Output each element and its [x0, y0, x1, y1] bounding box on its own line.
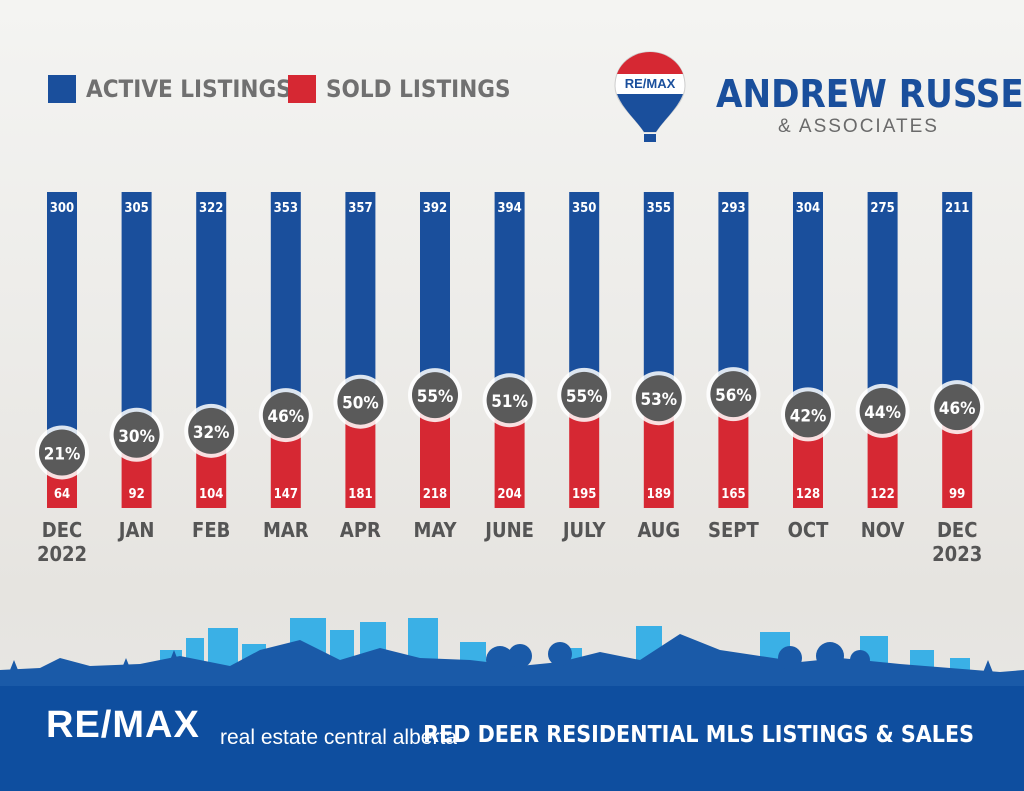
- ratio-label: 55%: [417, 387, 454, 407]
- active-value-label: 350: [572, 201, 596, 216]
- ratio-badge: [486, 377, 533, 424]
- active-bar-nov: [867, 192, 898, 411]
- balloon-text: RE/MAX: [625, 76, 676, 91]
- month-label: DEC: [937, 518, 977, 542]
- year-label: 2023: [932, 542, 982, 566]
- month-label: AUG: [637, 518, 680, 542]
- active-value-label: 394: [497, 201, 521, 216]
- ratio-badge: [337, 378, 384, 425]
- sold-value-label: 104: [199, 487, 223, 502]
- legend-sold-label: SOLD LISTINGS: [326, 75, 511, 103]
- ratio-label: 30%: [118, 427, 155, 447]
- active-value-label: 392: [423, 201, 447, 216]
- active-value-label: 211: [945, 201, 969, 216]
- legend-sold-swatch: [288, 75, 316, 103]
- brand-title: ANDREW RUSSELL: [716, 72, 1024, 116]
- month-label: OCT: [788, 518, 829, 542]
- ratio-badge: [262, 392, 309, 439]
- active-bar-jan: [121, 192, 152, 435]
- active-bar-may: [420, 192, 450, 396]
- active-value-label: 322: [199, 201, 223, 216]
- city-skyline: [0, 618, 1024, 688]
- active-bar-july: [569, 192, 600, 395]
- footer-band: RE/MAX real estate central alberta RED D…: [0, 686, 1024, 791]
- legend-active-swatch: [48, 75, 76, 103]
- ratio-badge: [710, 371, 757, 418]
- ratio-label: 42%: [790, 406, 827, 426]
- active-bar-oct: [793, 192, 823, 415]
- month-label: NOV: [861, 518, 905, 542]
- active-bar-feb: [196, 192, 227, 431]
- month-label: JULY: [562, 518, 607, 542]
- legend-active: ACTIVE LISTINGS: [48, 74, 292, 104]
- active-value-label: 293: [721, 201, 745, 216]
- sold-value-label: 218: [423, 487, 447, 502]
- ratio-badge: [39, 429, 85, 476]
- ratio-label: 55%: [566, 387, 603, 407]
- active-value-label: 355: [647, 201, 671, 216]
- sold-value-label: 204: [497, 487, 521, 502]
- legend-sold: SOLD LISTINGS: [288, 74, 511, 104]
- remax-balloon-logo: RE/MAX: [614, 51, 686, 142]
- ratio-badge: [859, 387, 906, 434]
- month-label: JAN: [118, 518, 155, 542]
- ratio-badge: [934, 384, 981, 431]
- sold-value-label: 99: [949, 487, 965, 502]
- sold-value-label: 195: [572, 487, 596, 502]
- active-bar-mar: [270, 192, 301, 416]
- ratio-label: 44%: [864, 403, 901, 423]
- active-bar-dec-2023: [942, 192, 973, 408]
- active-value-label: 353: [274, 201, 298, 216]
- month-label: MAY: [414, 518, 458, 542]
- month-label: FEB: [192, 518, 230, 542]
- ratio-badge: [188, 407, 235, 454]
- active-value-label: 300: [50, 201, 74, 216]
- ratio-label: 53%: [640, 390, 677, 410]
- month-label: JUNE: [484, 518, 534, 542]
- legend-active-label: ACTIVE LISTINGS: [86, 75, 292, 103]
- ratio-badge: [412, 372, 458, 419]
- ratio-label: 21%: [44, 444, 81, 464]
- month-label: MAR: [263, 518, 309, 542]
- ratio-badge: [785, 391, 831, 438]
- month-label: APR: [340, 518, 381, 542]
- ratio-label: 32%: [193, 423, 230, 443]
- sold-value-label: 189: [647, 487, 671, 502]
- ratio-badge: [561, 371, 608, 418]
- sold-value-label: 122: [870, 487, 894, 502]
- sold-value-label: 64: [54, 487, 70, 502]
- active-bar-aug: [643, 192, 674, 399]
- ratio-badge: [635, 375, 682, 422]
- ratio-label: 46%: [267, 407, 304, 427]
- active-value-label: 305: [124, 201, 148, 216]
- ratio-label: 51%: [491, 392, 528, 412]
- active-bar-apr: [345, 192, 376, 402]
- ratio-label: 56%: [715, 386, 752, 406]
- listings-chart: 3006421%DEC20223059230%JAN32210432%FEB35…: [35, 192, 985, 566]
- sold-value-label: 181: [348, 487, 372, 502]
- brand-subtitle: & ASSOCIATES: [778, 116, 939, 137]
- active-bar-sept: [718, 192, 749, 395]
- sold-value-label: 92: [128, 487, 144, 502]
- active-bar-june: [494, 192, 525, 401]
- ratio-badge: [113, 411, 160, 458]
- active-value-label: 275: [870, 201, 894, 216]
- month-label: SEPT: [708, 518, 759, 542]
- footer-caption: RED DEER RESIDENTIAL MLS LISTINGS & SALE…: [423, 722, 974, 748]
- footer-remax-logo: RE/MAX: [46, 704, 200, 746]
- sold-value-label: 165: [721, 487, 745, 502]
- active-value-label: 357: [348, 201, 372, 216]
- active-value-label: 304: [796, 201, 820, 216]
- year-label: 2022: [37, 542, 87, 566]
- ratio-label: 46%: [939, 399, 976, 419]
- sold-value-label: 128: [796, 487, 820, 502]
- month-label: DEC: [42, 518, 82, 542]
- sold-value-label: 147: [274, 487, 298, 502]
- ratio-label: 50%: [342, 394, 379, 414]
- footer-tagline: real estate central alberta: [220, 726, 457, 749]
- active-bar-dec-2022: [47, 192, 77, 453]
